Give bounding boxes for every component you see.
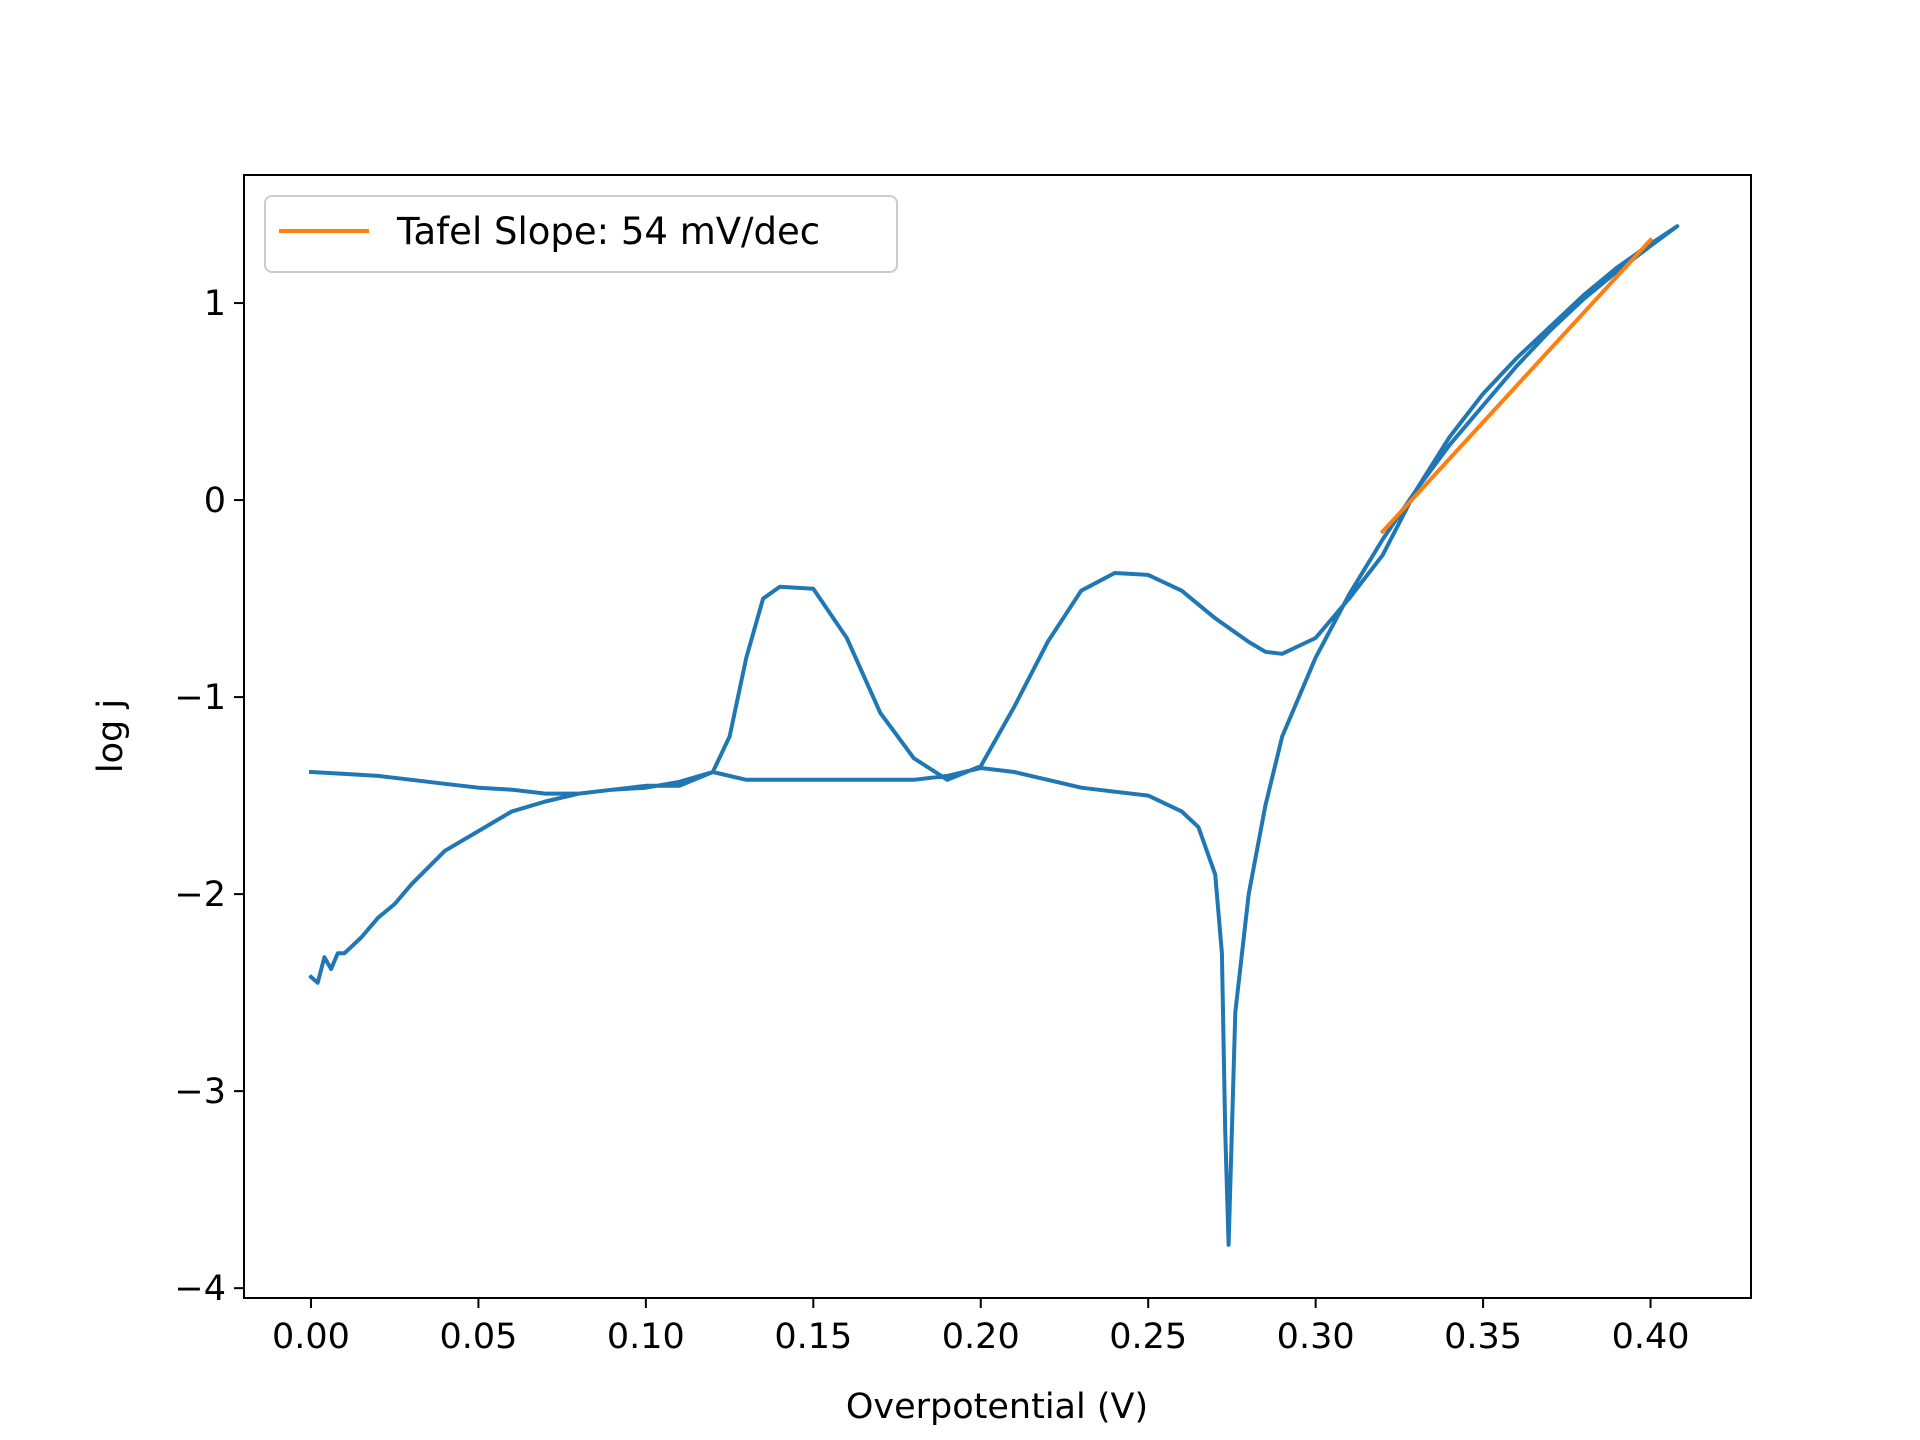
x-tick-label: 0.00 xyxy=(272,1317,350,1357)
x-tick-label: 0.35 xyxy=(1444,1317,1522,1357)
axes-frame xyxy=(243,174,1752,1299)
y-tick-label: −3 xyxy=(174,1072,226,1112)
legend: Tafel Slope: 54 mV/dec xyxy=(264,195,898,273)
series-line-tafel-fit xyxy=(1379,237,1654,535)
y-tick-label: 1 xyxy=(204,284,226,324)
plot-lines xyxy=(308,224,1680,1247)
y-tick-label: 0 xyxy=(204,481,226,521)
y-axis-label: log j xyxy=(91,699,131,773)
x-tick-label: 0.10 xyxy=(607,1317,685,1357)
series-line-log-j xyxy=(308,224,1680,1247)
x-tick-label: 0.30 xyxy=(1277,1317,1355,1357)
legend-box xyxy=(264,195,898,273)
y-axis-ticks: 1 0 −1 −2 −3 −4 xyxy=(174,284,244,1309)
x-axis-ticks: 0.00 0.05 0.10 0.15 0.20 0.25 0.30 0.35 0.40 xyxy=(272,1298,1690,1357)
y-tick-label: −2 xyxy=(174,875,226,915)
x-tick-label: 0.25 xyxy=(1109,1317,1187,1357)
x-tick-label: 0.05 xyxy=(439,1317,517,1357)
x-tick-label: 0.40 xyxy=(1612,1317,1690,1357)
y-tick-label: −4 xyxy=(174,1269,226,1309)
x-tick-label: 0.15 xyxy=(774,1317,852,1357)
x-tick-label: 0.20 xyxy=(942,1317,1020,1357)
y-tick-label: −1 xyxy=(174,678,226,718)
x-axis-label: Overpotential (V) xyxy=(846,1387,1148,1427)
legend-label-tafel: Tafel Slope: 54 mV/dec xyxy=(396,210,820,253)
